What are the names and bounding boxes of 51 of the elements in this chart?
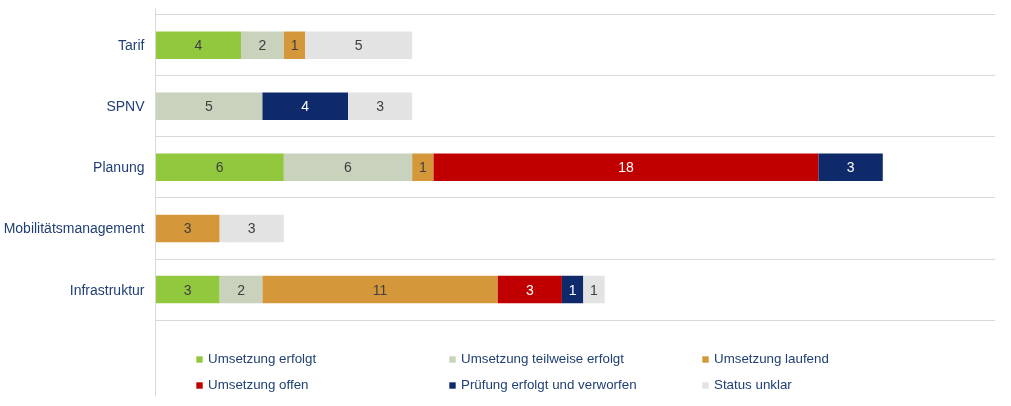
bar — [241, 31, 284, 59]
legend-label: Umsetzung erfolgt — [208, 351, 318, 366]
bar — [155, 153, 284, 182]
bar — [219, 275, 263, 304]
bar — [412, 153, 434, 182]
bar — [283, 31, 306, 59]
data-label: 1 — [590, 281, 599, 298]
data-label: 2 — [258, 37, 267, 54]
data-label: 1 — [568, 281, 577, 298]
bar — [433, 153, 819, 182]
y-tick-label: Tarif — [118, 37, 145, 54]
data-label: 11 — [372, 281, 388, 298]
bar — [583, 275, 605, 304]
bar — [262, 275, 498, 304]
data-label: 6 — [215, 159, 224, 176]
data-label: 3 — [183, 220, 192, 237]
data-label: 1 — [418, 159, 427, 176]
bar — [155, 31, 242, 59]
bar — [497, 275, 562, 304]
bar — [219, 214, 284, 243]
data-label: 6 — [344, 159, 353, 176]
y-tick-label: Planung — [93, 159, 145, 176]
data-label: 3 — [247, 220, 256, 237]
bar — [348, 92, 413, 121]
bar — [262, 92, 349, 121]
data-label: 18 — [618, 159, 635, 176]
bar — [561, 275, 584, 304]
data-label: 4 — [194, 37, 203, 54]
data-label: 1 — [290, 37, 299, 54]
bar — [155, 214, 220, 243]
y-tick-label: Infrastruktur — [69, 281, 145, 298]
bar — [283, 153, 413, 182]
legend-label: Status unklar — [714, 377, 793, 392]
legend-label: Umsetzung offen — [208, 377, 310, 392]
y-tick-label: Mobilitätsmanagement — [3, 220, 145, 237]
bar — [305, 31, 413, 59]
data-label: 5 — [205, 98, 214, 115]
bar — [155, 275, 220, 304]
data-label: 4 — [301, 98, 310, 115]
legend-label: Umsetzung laufend — [714, 351, 830, 366]
data-label: 2 — [237, 281, 246, 298]
data-label: 3 — [846, 159, 855, 176]
data-label: 3 — [525, 281, 534, 298]
data-label: 3 — [376, 98, 385, 115]
bar — [818, 153, 883, 182]
y-tick-label: SPNV — [106, 98, 146, 115]
legend-label: Umsetzung teilweise erfolgt — [461, 351, 625, 366]
data-label: 3 — [183, 281, 192, 298]
bar — [155, 92, 263, 121]
data-label: 5 — [354, 37, 363, 54]
legend-label: Prüfung erfolgt und verworfen — [461, 377, 638, 392]
